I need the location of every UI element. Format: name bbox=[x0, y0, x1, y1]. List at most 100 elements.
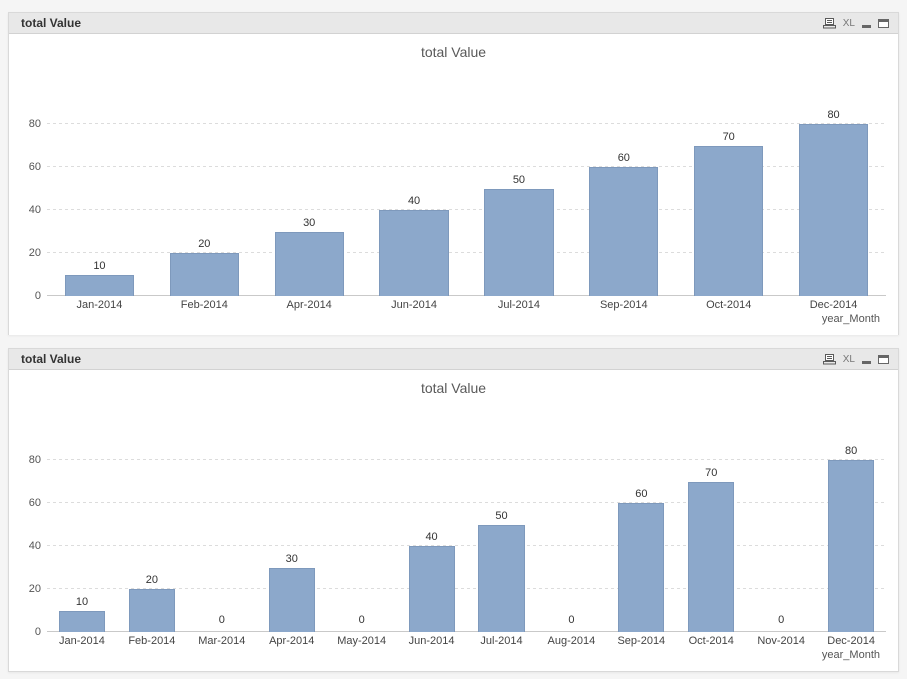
x-tick-label: Oct-2014 bbox=[688, 635, 734, 647]
bar-slot: 50 bbox=[467, 443, 537, 632]
bar-slot: 70 bbox=[676, 443, 746, 632]
bar-slot: 50 bbox=[467, 107, 572, 296]
caption-toolbar: XL bbox=[822, 17, 898, 29]
x-axis-labels: Jan-2014 Feb-2014 Apr-2014 Jun-2014 Jul-2014… bbox=[47, 298, 886, 312]
y-tick-label: 60 bbox=[28, 161, 41, 174]
chart-canvas[interactable]: total Value 0 20 40 60 80 10 20 0 30 0 40 50 0 60 70 0 8… bbox=[9, 370, 898, 671]
bar-value-label: 80 bbox=[844, 445, 858, 458]
maximize-icon[interactable] bbox=[878, 18, 889, 28]
bar-value-label: 20 bbox=[198, 238, 211, 251]
bar-slot: 20 bbox=[117, 443, 187, 632]
gridline bbox=[47, 295, 886, 296]
bar-slot: 0 bbox=[187, 443, 257, 632]
minimize-icon[interactable] bbox=[862, 19, 871, 28]
bar-slot: 10 bbox=[47, 107, 152, 296]
bar[interactable] bbox=[128, 589, 175, 632]
x-tick-label: Apr-2014 bbox=[269, 635, 315, 647]
x-tick-label: Jan-2014 bbox=[59, 635, 105, 647]
y-tick-label: 80 bbox=[28, 118, 41, 131]
chart-canvas[interactable]: total Value 0 20 40 60 80 10 20 30 40 50 60 70 80 Ja… bbox=[9, 34, 898, 335]
print-icon[interactable] bbox=[822, 353, 836, 365]
y-tick-label: 40 bbox=[28, 540, 41, 553]
bar[interactable] bbox=[64, 274, 135, 296]
bars-row: 10 20 0 30 0 40 50 0 60 70 0 80 bbox=[47, 443, 886, 632]
y-tick-label: 0 bbox=[34, 626, 41, 638]
bar[interactable] bbox=[268, 567, 315, 632]
y-tick-label: 0 bbox=[34, 290, 41, 302]
y-tick-label: 60 bbox=[28, 497, 41, 510]
bar-slot: 30 bbox=[257, 443, 327, 632]
x-tick-label: Dec-2014 bbox=[827, 635, 875, 647]
x-axis-labels: Jan-2014 Feb-2014 Mar-2014 Apr-2014 May-2014… bbox=[47, 634, 886, 648]
bar[interactable] bbox=[798, 124, 869, 296]
bar-slot: 80 bbox=[781, 107, 886, 296]
x-tick-label: Mar-2014 bbox=[198, 635, 246, 647]
x-tick-label: Apr-2014 bbox=[286, 299, 332, 311]
bar-slot: 10 bbox=[47, 443, 117, 632]
x-tick-label: Nov-2014 bbox=[757, 635, 806, 647]
bar-value-label: 40 bbox=[425, 531, 438, 544]
bar[interactable] bbox=[58, 610, 106, 632]
bar[interactable] bbox=[478, 524, 525, 632]
gridline bbox=[47, 459, 886, 461]
window-caption: total Value bbox=[21, 352, 82, 366]
window-caption: total Value bbox=[21, 16, 82, 30]
bar[interactable] bbox=[408, 546, 455, 632]
bar-value-label: 0 bbox=[358, 614, 365, 626]
bar-slot: 0 bbox=[327, 443, 397, 632]
bar-slot: 70 bbox=[676, 107, 781, 296]
gridline bbox=[47, 588, 886, 590]
excel-export-icon[interactable]: XL bbox=[842, 17, 855, 29]
gridline bbox=[47, 252, 886, 254]
caption-toolbar: XL bbox=[822, 353, 898, 365]
chart-title: total Value bbox=[420, 44, 487, 60]
bar-value-label: 80 bbox=[827, 109, 840, 122]
bar[interactable] bbox=[694, 145, 764, 296]
x-tick-label: Feb-2014 bbox=[128, 635, 176, 647]
window-titlebar[interactable]: total Value XL bbox=[9, 13, 898, 34]
bar-value-label: 50 bbox=[495, 509, 508, 522]
bar-slot: 30 bbox=[257, 107, 362, 296]
x-tick-label: May-2014 bbox=[337, 635, 387, 647]
bar[interactable] bbox=[379, 210, 449, 296]
x-tick-label: Oct-2014 bbox=[706, 299, 752, 311]
x-tick-label: Jan-2014 bbox=[76, 299, 123, 311]
bar[interactable] bbox=[169, 253, 239, 296]
bar-slot: 20 bbox=[152, 107, 257, 296]
x-tick-label: Jun-2014 bbox=[408, 635, 455, 647]
maximize-icon[interactable] bbox=[878, 354, 889, 364]
minimize-icon[interactable] bbox=[862, 355, 871, 364]
bar-value-label: 50 bbox=[512, 173, 526, 186]
chart-window-top: total Value XL total Value 0 20 40 60 80 10 20… bbox=[8, 12, 899, 335]
x-tick-label: Sep-2014 bbox=[599, 299, 648, 311]
plot-area: 0 20 40 60 80 10 20 0 30 0 40 50 0 60 70 0 80 bbox=[29, 443, 886, 638]
bar-slot: 60 bbox=[571, 107, 676, 296]
x-tick-label: Dec-2014 bbox=[809, 299, 858, 311]
excel-export-icon[interactable]: XL bbox=[842, 353, 855, 365]
y-tick-label: 40 bbox=[28, 204, 41, 217]
bar[interactable] bbox=[688, 481, 735, 632]
y-tick-label: 80 bbox=[28, 454, 41, 467]
gridline bbox=[47, 545, 886, 547]
bar[interactable] bbox=[589, 167, 659, 296]
window-titlebar[interactable]: total Value XL bbox=[9, 349, 898, 370]
x-tick-label: Sep-2014 bbox=[617, 635, 666, 647]
x-tick-label: Feb-2014 bbox=[180, 299, 228, 311]
bars-row: 10 20 30 40 50 60 70 80 bbox=[47, 107, 886, 296]
bar-slot: 0 bbox=[746, 443, 816, 632]
bar[interactable] bbox=[484, 188, 554, 296]
bar-slot: 80 bbox=[816, 443, 886, 632]
x-tick-label: Jun-2014 bbox=[391, 299, 437, 311]
x-axis-title: year_Month bbox=[821, 313, 880, 325]
x-tick-label: Aug-2014 bbox=[547, 635, 596, 647]
bar-slot: 40 bbox=[362, 107, 467, 296]
bar-value-label: 0 bbox=[778, 614, 785, 626]
bar-value-label: 70 bbox=[705, 466, 718, 479]
print-icon[interactable] bbox=[822, 17, 836, 29]
plot-area: 0 20 40 60 80 10 20 30 40 50 60 70 80 bbox=[29, 107, 886, 302]
bar-value-label: 60 bbox=[635, 488, 648, 501]
bar[interactable] bbox=[274, 231, 344, 296]
bar[interactable] bbox=[618, 503, 665, 632]
bar[interactable] bbox=[828, 460, 875, 632]
